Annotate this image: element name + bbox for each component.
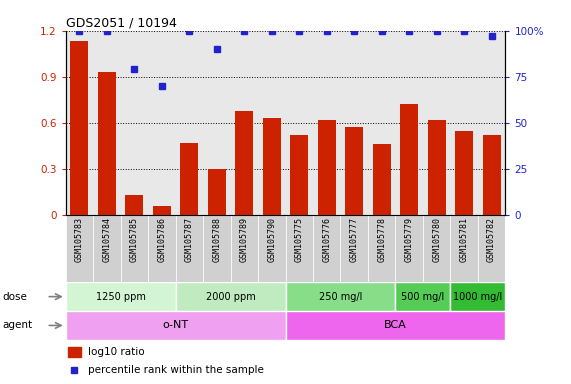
Text: GSM105775: GSM105775 (295, 217, 304, 262)
Bar (428, 120, 445, 215)
Bar (120, 215, 148, 282)
Bar (340, 215, 368, 282)
Bar (68, 346, 81, 357)
Bar (478, 215, 505, 282)
Bar (286, 215, 313, 282)
Text: agent: agent (3, 320, 33, 331)
Bar (70, 41, 89, 215)
Bar (373, 144, 391, 215)
Bar (203, 215, 231, 282)
Text: 1000 mg/l: 1000 mg/l (453, 291, 502, 302)
Bar (66, 215, 93, 282)
Bar (176, 215, 203, 282)
Text: GSM105781: GSM105781 (460, 217, 469, 262)
Text: BCA: BCA (384, 320, 407, 331)
Text: GSM105778: GSM105778 (377, 217, 386, 262)
Text: GSM105780: GSM105780 (432, 217, 441, 262)
Bar (66, 282, 176, 311)
Text: 2000 ppm: 2000 ppm (206, 291, 255, 302)
Text: o-NT: o-NT (163, 320, 188, 331)
Text: GSM105782: GSM105782 (487, 217, 496, 262)
Bar (263, 118, 281, 215)
Text: GSM105789: GSM105789 (240, 217, 249, 262)
Text: 500 mg/l: 500 mg/l (401, 291, 444, 302)
Bar (345, 127, 363, 215)
Bar (286, 282, 395, 311)
Bar (258, 215, 286, 282)
Bar (126, 195, 143, 215)
Bar (148, 215, 176, 282)
Bar (98, 72, 116, 215)
Bar (395, 215, 423, 282)
Bar (231, 215, 258, 282)
Bar (176, 282, 286, 311)
Bar (318, 120, 336, 215)
Bar (93, 215, 120, 282)
Bar (153, 206, 171, 215)
Bar (66, 311, 286, 340)
Bar (290, 135, 308, 215)
Text: GSM105787: GSM105787 (185, 217, 194, 262)
Text: GSM105786: GSM105786 (158, 217, 166, 262)
Text: GSM105790: GSM105790 (267, 217, 276, 262)
Bar (451, 215, 478, 282)
Bar (368, 215, 395, 282)
Text: GSM105779: GSM105779 (405, 217, 413, 262)
Bar (208, 169, 226, 215)
Bar (286, 311, 505, 340)
Text: GSM105783: GSM105783 (75, 217, 84, 262)
Text: GSM105784: GSM105784 (102, 217, 111, 262)
Bar (455, 131, 473, 215)
Bar (235, 111, 253, 215)
Text: dose: dose (3, 291, 28, 302)
Text: 250 mg/l: 250 mg/l (319, 291, 362, 302)
Bar (451, 282, 505, 311)
Bar (423, 215, 451, 282)
Bar (400, 104, 418, 215)
Text: GSM105776: GSM105776 (322, 217, 331, 262)
Text: GSM105777: GSM105777 (349, 217, 359, 262)
Text: GSM105785: GSM105785 (130, 217, 139, 262)
Text: log10 ratio: log10 ratio (88, 347, 144, 357)
Bar (395, 282, 451, 311)
Bar (482, 135, 501, 215)
Bar (313, 215, 340, 282)
Text: percentile rank within the sample: percentile rank within the sample (88, 364, 264, 375)
Text: GDS2051 / 10194: GDS2051 / 10194 (66, 17, 176, 30)
Text: GSM105788: GSM105788 (212, 217, 222, 262)
Text: 1250 ppm: 1250 ppm (96, 291, 146, 302)
Bar (180, 143, 198, 215)
